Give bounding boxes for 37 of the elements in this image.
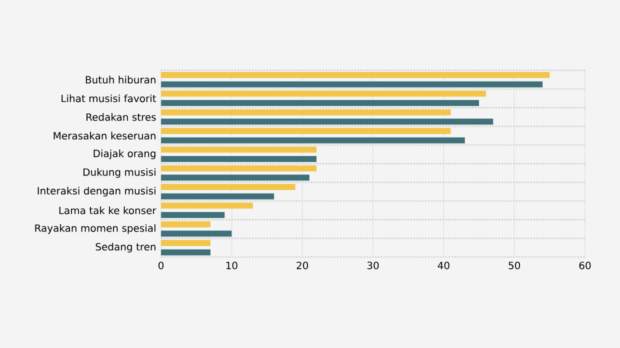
bar bbox=[161, 109, 451, 116]
bar bbox=[161, 128, 451, 134]
x-tick-label: 0 bbox=[158, 262, 164, 270]
bar bbox=[161, 184, 296, 190]
bar bbox=[161, 193, 274, 200]
y-tick-label: Butuh hiburan bbox=[86, 76, 156, 84]
bar bbox=[161, 165, 316, 172]
bar bbox=[161, 137, 465, 144]
bar bbox=[161, 118, 494, 125]
bar bbox=[161, 90, 486, 97]
y-tick-label: Diajak orang bbox=[94, 149, 156, 160]
y-tick-label: Merasakan keseruan bbox=[54, 132, 156, 140]
y-tick-label: Redakan stres bbox=[86, 113, 156, 121]
x-tick-label: 10 bbox=[226, 262, 238, 270]
x-tick-label: 30 bbox=[367, 262, 379, 270]
x-tick-label: 60 bbox=[579, 262, 591, 270]
y-tick-label: Dukung musisi bbox=[84, 168, 156, 178]
bar bbox=[161, 212, 225, 218]
x-tick-label: 20 bbox=[296, 262, 308, 270]
y-tick-label: Rayakan momen spesial bbox=[35, 224, 156, 234]
bar bbox=[161, 202, 253, 209]
x-tick-label: 50 bbox=[508, 262, 520, 270]
y-tick-label: Sedang tren bbox=[96, 242, 156, 252]
bar bbox=[161, 174, 310, 181]
bar bbox=[161, 146, 316, 153]
bar bbox=[161, 156, 316, 162]
x-tick-label: 40 bbox=[438, 262, 450, 270]
bar bbox=[161, 72, 550, 78]
bar bbox=[161, 240, 210, 246]
y-tick-label: Interaksi dengan musisi bbox=[38, 186, 156, 196]
bar bbox=[161, 249, 210, 256]
y-tick-label: Lihat musisi favorit bbox=[62, 94, 156, 102]
bar bbox=[161, 81, 543, 88]
bar bbox=[161, 230, 232, 237]
bar bbox=[161, 100, 479, 106]
y-tick-label: Lama tak ke konser bbox=[59, 206, 156, 214]
bar bbox=[161, 221, 210, 228]
